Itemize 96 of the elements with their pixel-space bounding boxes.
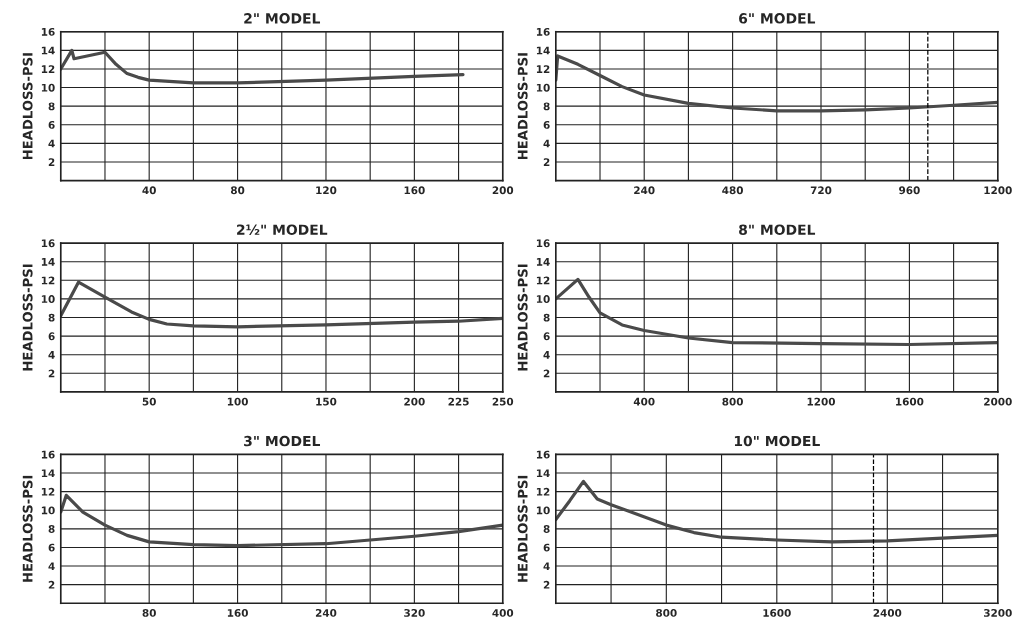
y-tick-label: 16	[536, 450, 550, 459]
chart-title: 6" MODEL	[739, 13, 816, 24]
x-tick-label: 1200	[984, 186, 1012, 195]
y-axis-title: HEADLOSS-PSI	[22, 475, 33, 582]
line-series	[60, 493, 503, 548]
y-tick-label: 10	[41, 83, 55, 92]
x-tick-label: 2000	[984, 397, 1012, 406]
line-series	[555, 479, 998, 544]
y-tick-label: 8	[543, 525, 550, 533]
y-tick-label: 2	[543, 369, 550, 378]
line-series	[60, 48, 465, 85]
y-axis-title: HEADLOSS-PSI	[517, 53, 528, 160]
y-tick-label: 16	[41, 450, 55, 459]
y-tick-label: 10	[536, 295, 550, 303]
y-tick-label: 8	[48, 102, 55, 111]
y-tick-label: 10	[41, 295, 55, 303]
x-tick-label: 160	[227, 608, 248, 617]
chart-title: 3" MODEL	[244, 435, 321, 447]
y-tick-label: 6	[543, 543, 550, 552]
x-tick-label: 150	[316, 397, 337, 406]
y-tick-label: 10	[536, 83, 550, 92]
y-tick-label: 16	[41, 239, 55, 248]
x-tick-label: 80	[230, 186, 245, 195]
y-tick-label: 10	[536, 506, 550, 515]
y-tick-label: 14	[536, 46, 550, 55]
x-tick-label: 960	[899, 186, 920, 195]
x-tick-label: 1600	[763, 608, 791, 617]
y-tick-label: 12	[41, 65, 55, 73]
x-tick-label: 200	[492, 186, 514, 195]
y-axis-title: HEADLOSS-PSI	[517, 475, 528, 582]
x-tick-label: 120	[316, 186, 337, 195]
x-tick-label: 1600	[896, 397, 924, 406]
y-tick-label: 6	[48, 543, 55, 552]
y-tick-label: 14	[41, 258, 55, 266]
line-series	[555, 277, 998, 347]
y-tick-label: 16	[536, 239, 550, 248]
x-tick-label: 240	[315, 608, 337, 617]
y-tick-label: 2	[48, 369, 55, 378]
x-tick-label: 3200	[984, 608, 1012, 617]
x-tick-label: 1200	[807, 397, 836, 406]
x-tick-label: 320	[404, 608, 425, 617]
y-tick-label: 12	[536, 276, 550, 285]
x-tick-label: 250	[492, 397, 514, 406]
y-tick-label: 6	[48, 121, 55, 129]
x-tick-label: 100	[227, 397, 248, 406]
y-tick-label: 4	[543, 562, 550, 570]
y-tick-label: 2	[543, 158, 550, 166]
y-tick-label: 4	[543, 351, 550, 359]
y-tick-label: 6	[48, 332, 55, 341]
y-tick-label: 8	[48, 313, 55, 322]
x-tick-label: 225	[448, 397, 469, 406]
y-tick-label: 10	[41, 506, 55, 515]
x-tick-label: 50	[142, 397, 156, 406]
y-tick-label: 16	[536, 27, 550, 36]
y-tick-label: 4	[48, 562, 55, 570]
y-tick-label: 14	[41, 469, 55, 477]
x-tick-label: 40	[142, 186, 156, 195]
x-tick-label: 200	[404, 397, 425, 406]
y-tick-label: 8	[543, 313, 550, 322]
y-tick-label: 14	[536, 258, 550, 266]
x-tick-label: 400	[633, 397, 655, 406]
line-series	[555, 54, 998, 113]
x-tick-label: 160	[404, 186, 425, 195]
y-tick-label: 12	[41, 487, 55, 496]
y-tick-label: 4	[48, 139, 55, 148]
y-tick-label: 6	[543, 332, 550, 341]
x-tick-label: 480	[722, 186, 743, 195]
y-tick-label: 8	[48, 525, 55, 533]
y-tick-label: 12	[536, 487, 550, 496]
y-tick-label: 12	[536, 65, 550, 73]
line-series	[60, 280, 503, 329]
y-axis-title: HEADLOSS-PSI	[517, 264, 528, 371]
y-tick-label: 12	[41, 276, 55, 285]
chart-title: 10" MODEL	[734, 435, 820, 447]
x-tick-label: 720	[810, 186, 832, 195]
x-tick-label: 800	[722, 397, 743, 406]
y-axis-title: HEADLOSS-PSI	[22, 53, 33, 160]
x-tick-label: 240	[634, 186, 655, 195]
y-tick-label: 2	[48, 158, 55, 166]
chart-title: 2" MODEL	[244, 13, 321, 24]
y-tick-label: 4	[48, 351, 55, 359]
y-tick-label: 2	[48, 580, 55, 589]
y-tick-label: 16	[41, 27, 55, 36]
x-tick-label: 80	[142, 608, 156, 617]
x-tick-label: 800	[656, 608, 677, 617]
y-tick-label: 6	[543, 121, 550, 129]
x-tick-label: 400	[492, 608, 514, 617]
y-tick-label: 14	[536, 469, 550, 477]
y-tick-label: 2	[543, 580, 550, 589]
y-axis-title: HEADLOSS-PSI	[22, 264, 33, 371]
chart-title: 2½" MODEL	[237, 224, 328, 235]
y-tick-label: 4	[543, 139, 550, 148]
chart-title: 8" MODEL	[739, 224, 816, 235]
x-tick-label: 2400	[873, 608, 902, 617]
y-tick-label: 14	[41, 46, 55, 55]
y-tick-label: 8	[543, 102, 550, 111]
